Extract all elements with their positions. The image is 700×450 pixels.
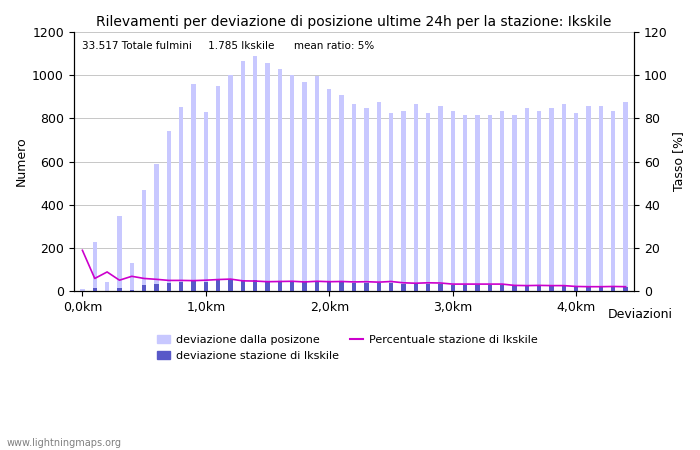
Bar bbox=[130, 263, 134, 292]
Bar bbox=[463, 115, 468, 292]
Bar bbox=[389, 113, 393, 292]
Bar bbox=[377, 102, 381, 292]
Bar bbox=[327, 282, 332, 292]
Bar bbox=[451, 285, 455, 292]
Bar bbox=[587, 288, 591, 292]
Bar bbox=[550, 287, 554, 292]
Bar bbox=[525, 287, 529, 292]
Bar bbox=[352, 283, 356, 292]
Bar bbox=[253, 280, 258, 292]
Bar bbox=[154, 284, 159, 292]
Bar bbox=[204, 112, 208, 292]
Bar bbox=[241, 280, 245, 292]
Bar bbox=[118, 216, 122, 292]
Bar bbox=[561, 287, 566, 292]
Bar bbox=[438, 284, 442, 292]
Bar bbox=[265, 63, 270, 292]
Bar bbox=[216, 86, 221, 292]
Bar bbox=[438, 106, 442, 292]
Text: www.lightningmaps.org: www.lightningmaps.org bbox=[7, 438, 122, 448]
Bar bbox=[426, 284, 430, 292]
Title: Rilevamenti per deviazione di posizione ultime 24h per la stazione: Ikskile: Rilevamenti per deviazione di posizione … bbox=[97, 15, 612, 29]
Bar bbox=[377, 283, 381, 292]
Bar bbox=[80, 289, 85, 292]
Bar bbox=[512, 115, 517, 292]
Bar bbox=[302, 282, 307, 292]
Bar bbox=[191, 84, 196, 292]
Bar bbox=[598, 288, 603, 292]
Bar bbox=[550, 108, 554, 292]
Text: 33.517 Totale fulmini     1.785 Ikskile      mean ratio: 5%: 33.517 Totale fulmini 1.785 Ikskile mean… bbox=[82, 40, 374, 51]
Bar bbox=[154, 164, 159, 292]
Bar bbox=[624, 288, 628, 292]
Bar bbox=[302, 82, 307, 292]
Bar bbox=[228, 279, 232, 292]
Bar bbox=[352, 104, 356, 292]
Y-axis label: Numero: Numero bbox=[15, 137, 28, 186]
Bar bbox=[179, 282, 183, 292]
Bar bbox=[315, 76, 319, 292]
Bar bbox=[475, 115, 480, 292]
Bar bbox=[537, 111, 541, 292]
Bar bbox=[290, 75, 295, 292]
Bar bbox=[105, 291, 109, 292]
Bar bbox=[340, 282, 344, 292]
Bar bbox=[426, 113, 430, 292]
Bar bbox=[598, 106, 603, 292]
Bar bbox=[191, 281, 196, 292]
Bar bbox=[414, 284, 418, 292]
Bar bbox=[130, 289, 134, 292]
Bar bbox=[241, 61, 245, 292]
Bar bbox=[179, 108, 183, 292]
Bar bbox=[167, 131, 171, 292]
Bar bbox=[265, 281, 270, 292]
Bar bbox=[401, 111, 405, 292]
Bar bbox=[118, 288, 122, 292]
Bar bbox=[364, 283, 368, 292]
Bar bbox=[253, 56, 258, 292]
Bar bbox=[204, 282, 208, 292]
Y-axis label: Tasso [%]: Tasso [%] bbox=[672, 131, 685, 191]
Bar bbox=[587, 106, 591, 292]
Bar bbox=[278, 69, 282, 292]
Bar bbox=[364, 108, 368, 292]
Bar bbox=[278, 281, 282, 292]
Bar bbox=[142, 189, 146, 292]
Bar bbox=[574, 113, 578, 292]
Bar bbox=[315, 281, 319, 292]
Bar bbox=[488, 115, 492, 292]
Legend: deviazione dalla posizone, deviazione stazione di Ikskile, Percentuale stazione : deviazione dalla posizone, deviazione st… bbox=[152, 331, 542, 365]
Bar bbox=[475, 285, 480, 292]
Bar bbox=[574, 288, 578, 292]
Bar bbox=[525, 108, 529, 292]
Bar bbox=[463, 285, 468, 292]
Bar bbox=[92, 242, 97, 292]
Bar bbox=[512, 287, 517, 292]
Bar bbox=[216, 280, 221, 292]
Bar bbox=[624, 102, 628, 292]
Bar bbox=[537, 287, 541, 292]
Bar bbox=[611, 288, 615, 292]
Bar bbox=[92, 288, 97, 292]
X-axis label: Deviazioni: Deviazioni bbox=[608, 308, 672, 321]
Bar bbox=[340, 95, 344, 292]
Bar bbox=[105, 282, 109, 292]
Bar bbox=[401, 284, 405, 292]
Bar bbox=[327, 89, 332, 292]
Bar bbox=[451, 111, 455, 292]
Bar bbox=[414, 104, 418, 292]
Bar bbox=[228, 75, 232, 292]
Bar bbox=[500, 285, 504, 292]
Bar bbox=[167, 283, 171, 292]
Bar bbox=[290, 281, 295, 292]
Bar bbox=[488, 285, 492, 292]
Bar bbox=[500, 111, 504, 292]
Bar bbox=[561, 104, 566, 292]
Bar bbox=[142, 285, 146, 292]
Bar bbox=[389, 283, 393, 292]
Bar bbox=[611, 111, 615, 292]
